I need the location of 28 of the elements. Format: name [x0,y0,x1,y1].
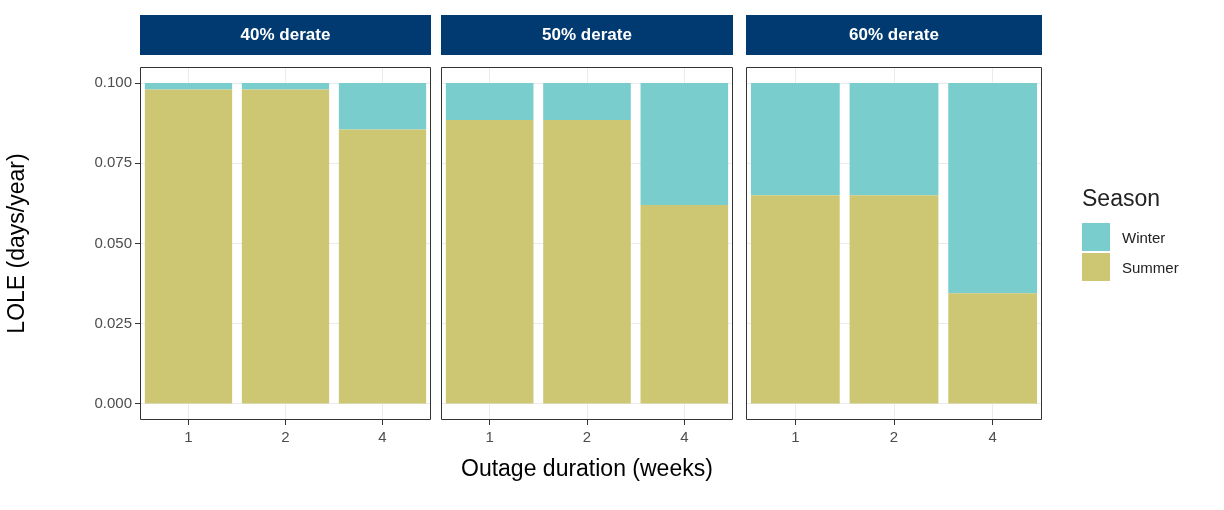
y-tick-label: 0.075 [94,153,132,171]
bar [338,83,427,130]
legend-label: Summer [1122,258,1179,276]
bar [241,83,330,90]
x-tick-label: 2 [582,428,592,446]
y-tick-label: 0.100 [94,73,132,91]
chart-title: 50% derate [441,15,733,55]
y-axis-title: LOLE (days/year) [3,153,30,334]
bar [241,89,330,404]
legend-title: Season [1082,185,1161,212]
x-tick-label: 1 [485,428,494,446]
y-tick-label: 0.050 [94,233,132,251]
x-tick-label: 4 [988,428,997,446]
legend-label: Winter [1122,228,1166,246]
y-tick-label: 0.025 [94,313,132,331]
bar [144,83,233,90]
x-axis-title: Outage duration (weeks) [461,455,713,482]
x-tick-label: 2 [889,428,899,446]
chart-title: 60% derate [746,15,1042,55]
x-tick-label: 1 [791,428,800,446]
bar [144,89,233,404]
bar [338,129,427,404]
chart-title: 40% derate [140,15,431,55]
x-tick-label: 2 [281,428,290,446]
y-tick-label: 0.000 [94,394,132,412]
x-tick-label: 1 [184,428,193,446]
x-tick-label: 4 [680,428,689,446]
x-tick-label: 4 [378,428,387,446]
